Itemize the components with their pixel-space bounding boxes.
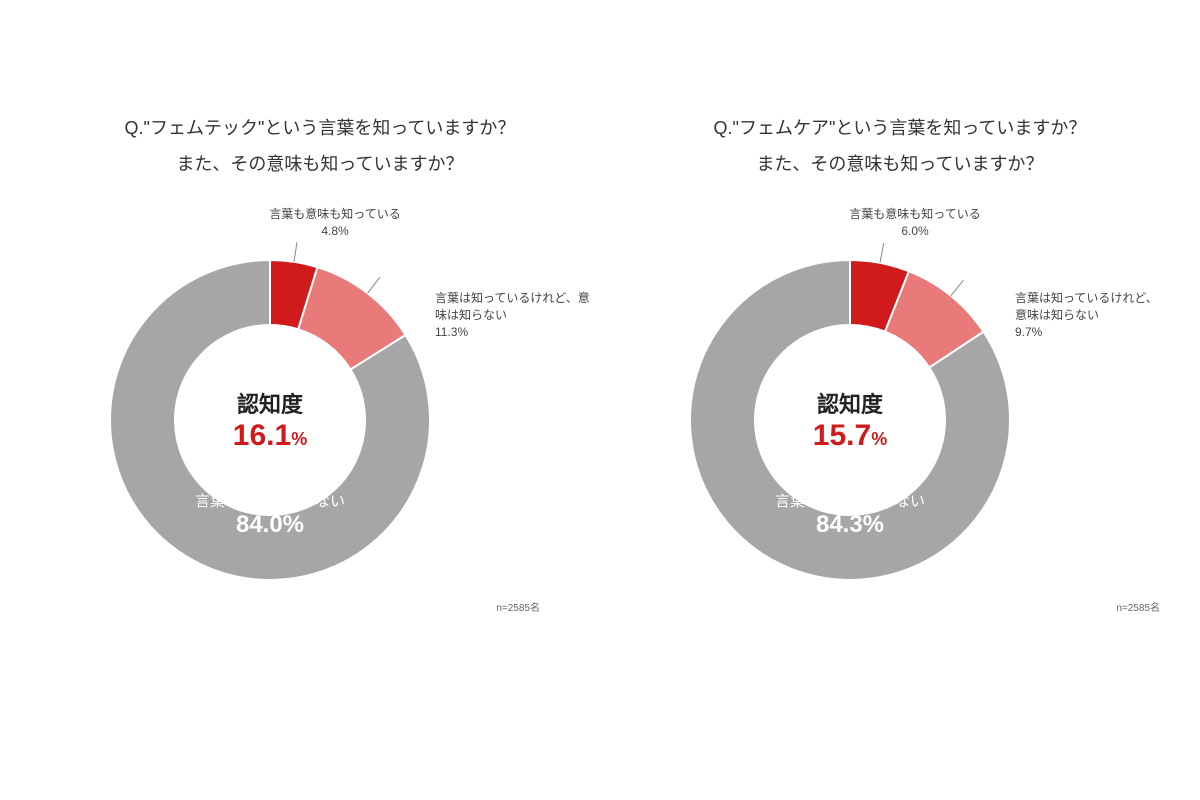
leader-line (951, 280, 964, 296)
slice-label-partial: 言葉は知っているけれど、意 味は知らない 11.3% (435, 290, 600, 340)
question-title: Q."フェムテック"という言葉を知っていますか？ また、その意味も知っていますか… (40, 110, 600, 182)
title-line2: また、その意味も知っていますか？ (756, 154, 1043, 174)
donut-chart: 認知度 16.1% 言葉も意味も知っている 4.8% 言葉は知っているけれど、意… (40, 190, 600, 620)
center-top: 認知度 (210, 392, 330, 418)
chart-panel-femtech: Q."フェムテック"という言葉を知っていますか？ また、その意味も知っていますか… (40, 110, 600, 620)
title-line1: Q."フェムテック"という言葉を知っていますか？ (125, 118, 516, 138)
chart-panel-femcare: Q."フェムケア"という言葉を知っていますか？ また、その意味も知っていますか？… (620, 110, 1180, 620)
slice-label-partial: 言葉は知っているけれど、 意味は知らない 9.7% (1015, 290, 1180, 340)
center-value: 15.7% (813, 419, 887, 452)
donut-chart: 認知度 15.7% 言葉も意味も知っている 6.0% 言葉は知っているけれど、 … (620, 190, 1180, 620)
sample-size: n=2585名 (496, 599, 540, 614)
slice-label-known: 言葉も意味も知っている 4.8% (250, 206, 420, 240)
leader-line (368, 277, 380, 293)
title-line1: Q."フェムケア"という言葉を知っていますか？ (714, 118, 1087, 138)
title-line2: また、その意味も知っていますか？ (176, 154, 463, 174)
sample-size: n=2585名 (1116, 599, 1160, 614)
center-value: 16.1% (233, 419, 307, 452)
leader-line (880, 243, 884, 263)
center-label: 認知度 16.1% (210, 392, 330, 454)
leader-line (294, 242, 297, 262)
question-title: Q."フェムケア"という言葉を知っていますか？ また、その意味も知っていますか？ (620, 110, 1180, 182)
center-top: 認知度 (790, 392, 910, 418)
slice-label-unknown: 言葉も意味も知らない 84.0% (170, 490, 370, 539)
center-label: 認知度 15.7% (790, 392, 910, 454)
slice-label-known: 言葉も意味も知っている 6.0% (830, 206, 1000, 240)
slice-label-unknown: 言葉も意味も知らない 84.3% (750, 490, 950, 539)
